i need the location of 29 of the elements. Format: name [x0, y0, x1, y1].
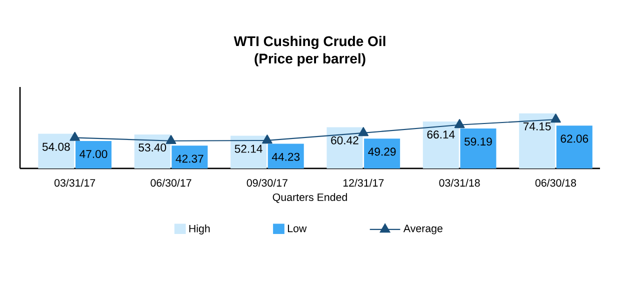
x-tick-label: 12/31/17 — [343, 178, 384, 187]
data-label: 52.14 — [234, 144, 262, 153]
point — [358, 127, 369, 136]
x-axis-title: Quarters Ended — [272, 193, 347, 203]
data-label: 49.29 — [368, 148, 396, 156]
chart-title: WTI Cushing Crude Oil (Price per barrel) — [234, 36, 386, 66]
point — [454, 119, 465, 128]
x-tick-label: 03/31/17 — [54, 178, 96, 187]
data-label: 47.00 — [80, 150, 108, 158]
data-label: 44.23 — [272, 152, 300, 161]
point — [262, 134, 272, 144]
legend-label: Average — [403, 224, 442, 234]
data-label: 66.14 — [427, 130, 455, 139]
data-label: 74.15 — [523, 122, 551, 130]
x-tick-label: 06/30/18 — [535, 178, 576, 187]
point — [70, 132, 80, 141]
point — [550, 114, 561, 123]
x-tick-label: 06/30/17 — [150, 178, 192, 187]
data-label: 42.37 — [176, 154, 204, 163]
x-tick-label: 03/31/18 — [439, 178, 480, 187]
point — [166, 134, 176, 144]
data-label: 53.40 — [138, 144, 166, 152]
data-label: 60.42 — [331, 136, 358, 144]
data-label: 62.06 — [560, 134, 588, 143]
legend-label: Low — [288, 224, 307, 232]
x-tick-label: 09/30/17 — [246, 178, 288, 187]
data-label: 59.19 — [464, 138, 492, 146]
legend-label: High — [189, 224, 210, 235]
data-label: 54.08 — [42, 142, 70, 151]
